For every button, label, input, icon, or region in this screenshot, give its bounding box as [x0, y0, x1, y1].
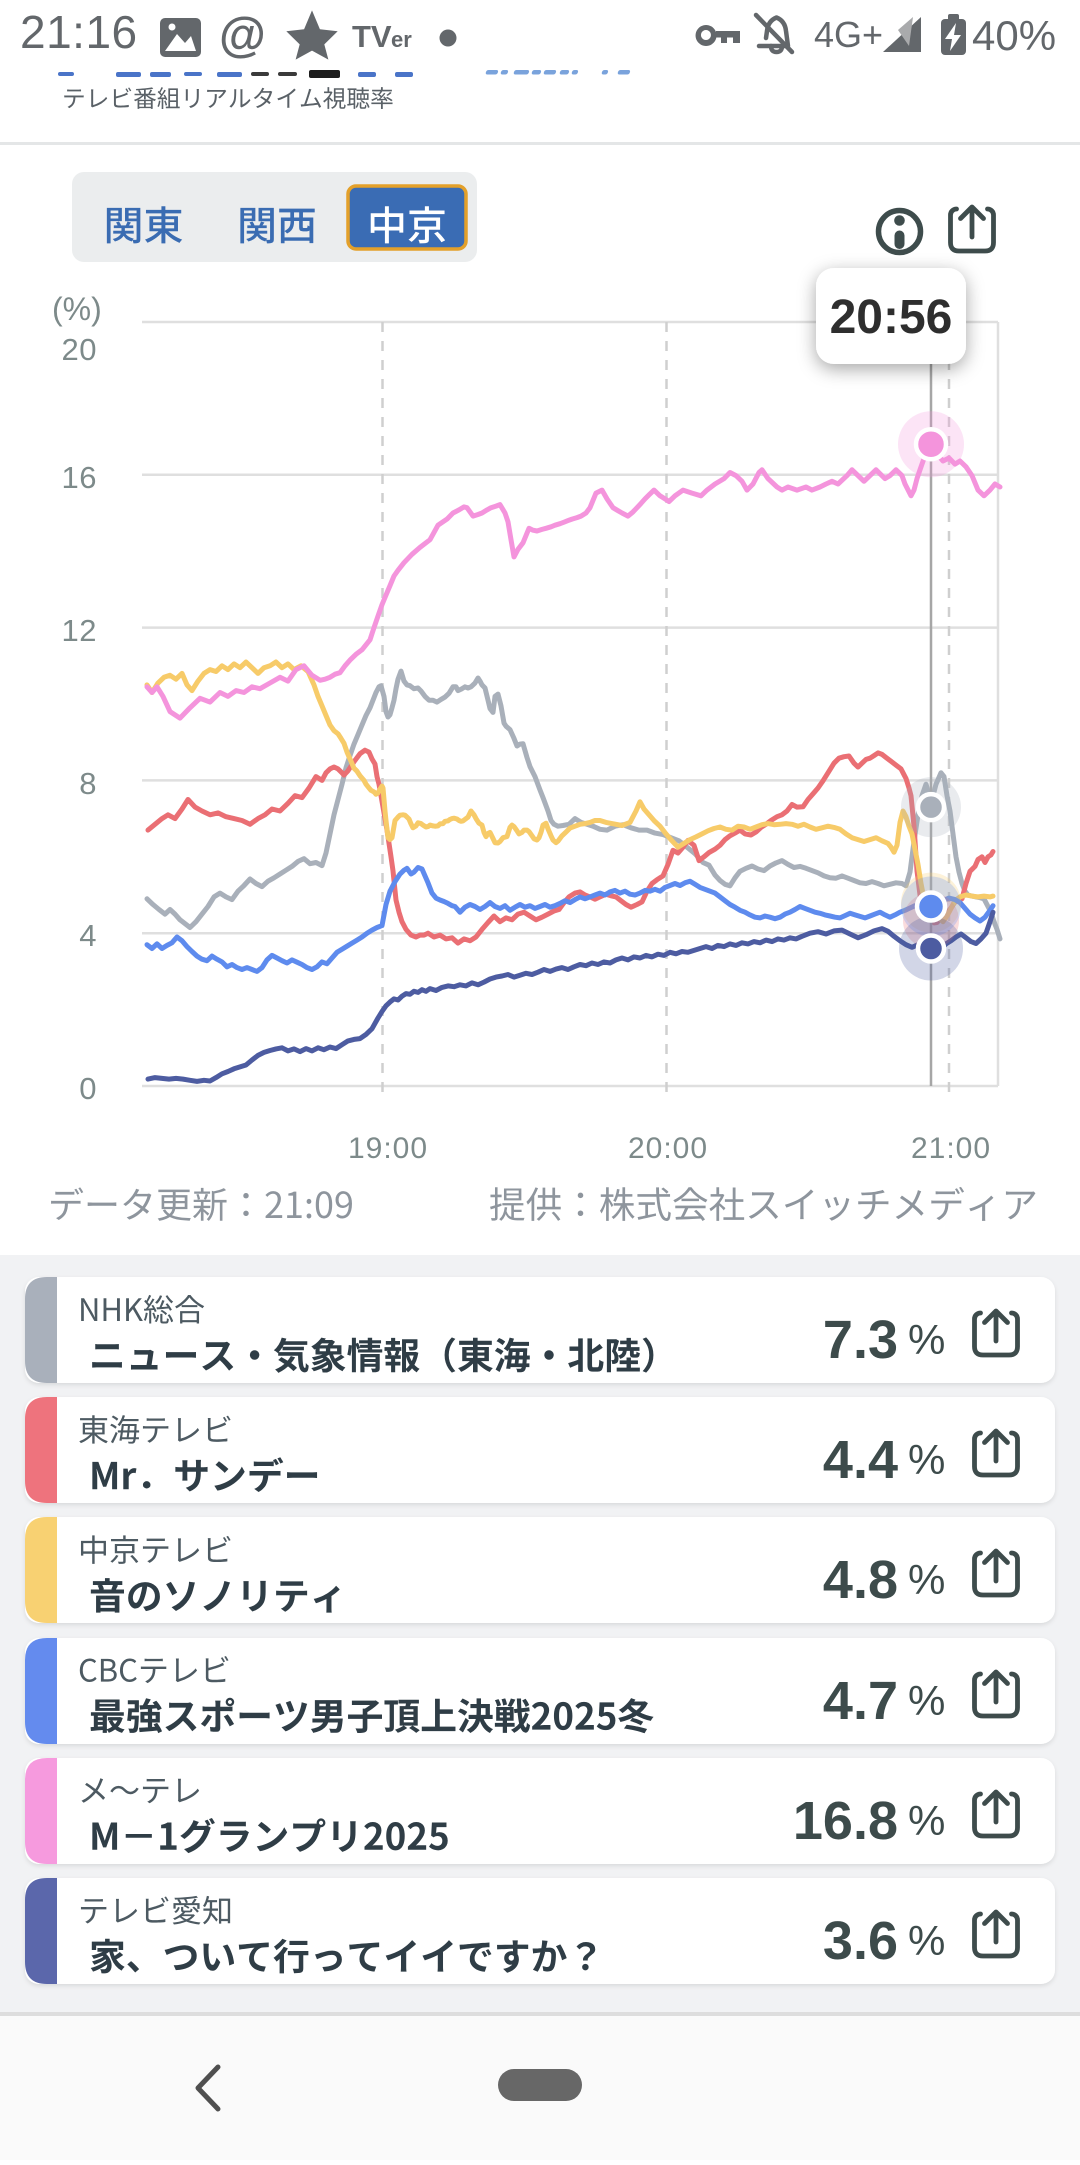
svg-text:4.7: 4.7 [823, 1671, 898, 1731]
svg-text:7.3: 7.3 [823, 1310, 898, 1370]
svg-text:16.8: 16.8 [793, 1791, 898, 1851]
svg-text:16: 16 [62, 460, 97, 495]
svg-text:19:00: 19:00 [348, 1132, 428, 1165]
svg-text:@: @ [219, 9, 266, 62]
svg-text:%: % [908, 1316, 945, 1363]
svg-text:4.8: 4.8 [823, 1550, 898, 1610]
svg-text:er: er [391, 27, 412, 52]
svg-text:21:00: 21:00 [911, 1132, 991, 1165]
svg-text:TV: TV [352, 19, 392, 54]
svg-text:%: % [908, 1797, 945, 1844]
svg-text:4: 4 [79, 918, 97, 953]
svg-text:%: % [908, 1556, 945, 1603]
svg-text:0: 0 [79, 1071, 97, 1106]
svg-text:20:00: 20:00 [628, 1132, 708, 1165]
svg-text:21:16: 21:16 [20, 6, 138, 58]
svg-text:40%: 40% [972, 12, 1056, 59]
svg-text:20:56: 20:56 [830, 291, 953, 344]
svg-text:(%): (%) [52, 291, 102, 327]
svg-text:3.6: 3.6 [823, 1911, 898, 1971]
svg-text:20: 20 [62, 332, 97, 367]
svg-text:%: % [908, 1917, 945, 1964]
svg-text:12: 12 [62, 613, 97, 648]
svg-text:%: % [908, 1436, 945, 1483]
svg-text:4.4: 4.4 [823, 1430, 898, 1490]
svg-text:8: 8 [79, 766, 97, 801]
svg-text:%: % [908, 1677, 945, 1724]
svg-text:4G+: 4G+ [814, 14, 883, 55]
